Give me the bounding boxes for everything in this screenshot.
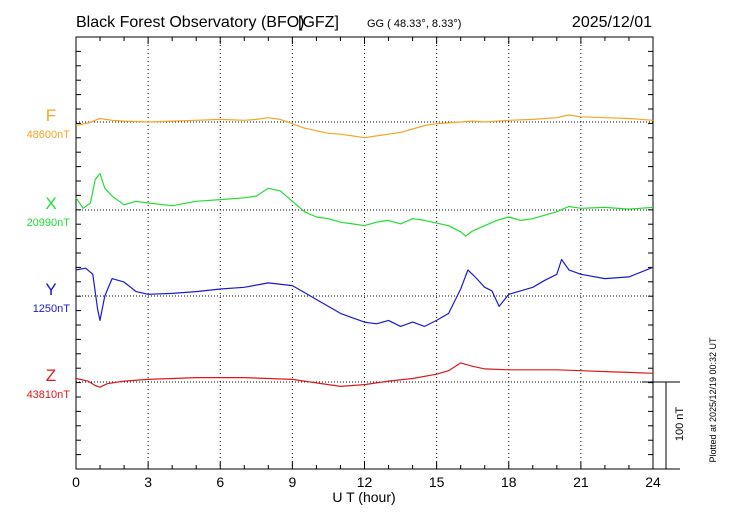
x-tick-label: 3 [144, 474, 152, 490]
plot-date: 2025/12/01 [572, 14, 652, 31]
axis-ticks [75, 37, 654, 469]
x-tick-label: 15 [429, 474, 445, 490]
x-tick-label: 12 [357, 474, 373, 490]
baseline-lines [76, 121, 653, 383]
series-line-f [75, 114, 654, 139]
series-line-z [75, 362, 654, 388]
series-baseline-f: 48600nT [27, 129, 71, 141]
x-tick-label: 18 [501, 474, 517, 490]
x-tick-label: 6 [216, 474, 224, 490]
x-tick-labels: 0 3 6 9 12 15 18 21 24 [72, 474, 661, 490]
x-tick-label: 0 [72, 474, 80, 490]
vertical-grid [147, 37, 582, 469]
scale-bar-label: 100 nT [674, 407, 686, 442]
series-name-z: Z [46, 366, 56, 385]
station-coordinates: GG ( 48.33°, 8.33°) [367, 18, 461, 30]
series-baseline-y: 1250nT [33, 303, 71, 315]
plotted-timestamp: Plotted at 2025/12/19 00:32 UT [708, 337, 718, 463]
station-title: Black Forest Observatory (BFO) [76, 14, 305, 31]
x-tick-label: 24 [645, 474, 661, 490]
series-name-x: X [45, 194, 56, 213]
series-labels: F 48600nT X 20990nT Y 1250nT Z 43810nT [27, 106, 71, 401]
x-tick-label: 21 [573, 474, 589, 490]
series-line-x [75, 172, 654, 237]
series-baseline-x: 20990nT [27, 217, 71, 229]
x-tick-label: 9 [288, 474, 296, 490]
series-lines [75, 114, 654, 388]
series-line-y [75, 258, 654, 327]
x-axis-title: U T (hour) [332, 489, 395, 505]
institute-label: [GFZ] [298, 14, 339, 31]
series-name-f: F [46, 106, 56, 125]
series-baseline-z: 43810nT [27, 389, 71, 401]
series-name-y: Y [45, 280, 56, 299]
scale-bar: 100 nT [642, 381, 686, 470]
